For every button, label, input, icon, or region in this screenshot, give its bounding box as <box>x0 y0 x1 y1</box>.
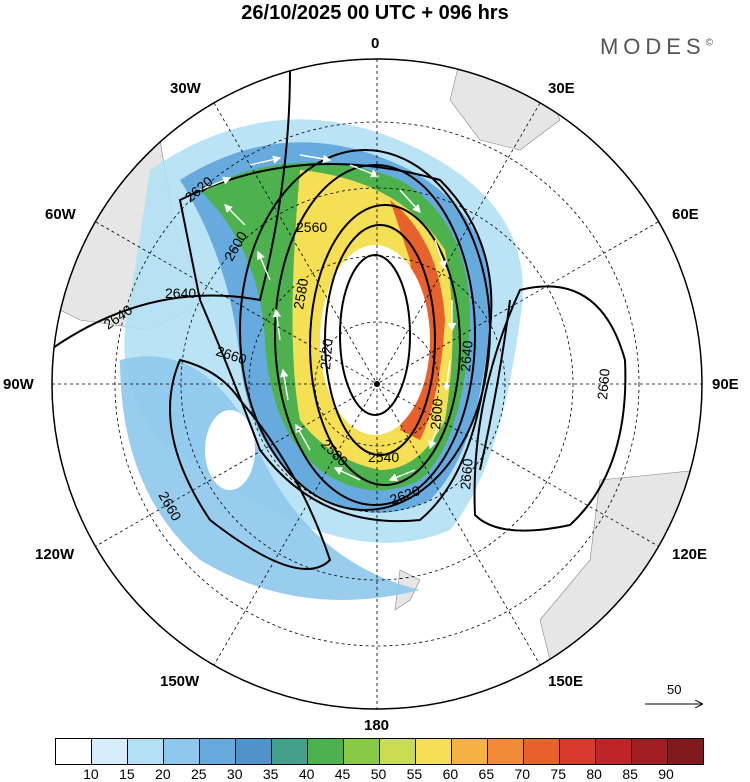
lon-label-120w: 120W <box>35 546 75 563</box>
contour-label: 2660 <box>457 458 476 491</box>
calm-region <box>205 410 255 490</box>
wind-vector <box>199 176 232 191</box>
contour-label: 2520 <box>317 338 336 371</box>
colorbar-tick-label: 75 <box>550 766 567 782</box>
colorbar-tick-label: 55 <box>406 766 423 782</box>
colorbar-tick-label: 25 <box>190 766 207 782</box>
wind-vector <box>249 155 282 166</box>
colorbar-swatch <box>164 739 200 764</box>
wind-vector <box>428 419 441 450</box>
colorbar-swatch <box>56 739 92 764</box>
wind-vector <box>442 359 452 392</box>
wind-vector <box>434 239 447 270</box>
colorbar-tick-label: 60 <box>442 766 459 782</box>
colorbar-swatch <box>416 739 452 764</box>
colorbar-swatch <box>308 739 344 764</box>
lon-label-150w: 150W <box>160 673 200 690</box>
colorbar-tick-label: 40 <box>298 766 315 782</box>
colorbar <box>55 738 704 765</box>
contour-label: 2640 <box>457 340 476 373</box>
wind-vector <box>280 368 289 401</box>
lon-label-90e: 90E <box>712 376 739 393</box>
contour-2520 <box>339 254 411 416</box>
colorbar-tick-label: 45 <box>334 766 351 782</box>
colorbar-swatch <box>668 739 703 764</box>
lon-label-180: 180 <box>364 717 390 734</box>
wind-vector <box>399 189 421 214</box>
wind-vector <box>349 164 380 178</box>
contour-label: 2560 <box>296 219 327 235</box>
wind-vector <box>224 204 246 226</box>
contour-2620 <box>178 163 493 523</box>
wind-vector <box>256 250 271 281</box>
lon-label-150e: 150E <box>548 673 584 690</box>
contour-2660-east <box>473 285 627 532</box>
colorbar-swatch <box>488 739 524 764</box>
contour-label: 2580 <box>290 277 311 311</box>
colorbar-swatch <box>200 739 236 764</box>
colorbar-swatch <box>632 739 668 764</box>
contour-label: 2540 <box>368 449 399 465</box>
colorbar-swatch <box>128 739 164 764</box>
contour-2660-west <box>169 358 332 570</box>
colorbar-tick-label: 90 <box>658 766 674 782</box>
wind-vector <box>333 467 361 481</box>
copyright-mark: © <box>705 37 718 49</box>
map-title: 26/10/2025 00 UTC + 096 hrs <box>241 2 509 24</box>
colorbar-tick-label: 80 <box>586 766 602 782</box>
colorbar-swatch <box>272 739 308 764</box>
lon-label-90w: 90W <box>3 376 34 393</box>
colorbar-tick-label: 20 <box>155 766 171 782</box>
colorbar-tick-label: 30 <box>226 766 243 782</box>
colorbar-swatch <box>596 739 632 764</box>
colorbar-tick-label: 35 <box>262 766 279 782</box>
colorbar-swatch <box>236 739 272 764</box>
colorbar-tick-label: 10 <box>83 766 99 782</box>
lon-label-0: 0 <box>371 35 380 52</box>
contour-2580 <box>274 164 476 506</box>
contour-label: 2640 <box>165 285 196 301</box>
wind-vector <box>272 308 282 341</box>
lon-label-30w: 30W <box>170 80 201 97</box>
reference-vector-arrow <box>645 682 710 712</box>
colorbar-swatch <box>452 739 488 764</box>
colorbar-swatch <box>92 739 128 764</box>
colorbar-tick-label: 70 <box>514 766 531 782</box>
lon-label-120e: 120E <box>672 546 708 563</box>
colorbar-tick-label: 50 <box>370 766 387 782</box>
jet-core-hole <box>320 245 430 435</box>
colorbar-swatch <box>380 739 416 764</box>
brand-logo: MODES© <box>600 34 718 60</box>
colorbar-swatch <box>344 739 380 764</box>
colorbar-swatch <box>524 739 560 764</box>
reference-vector-label: 50 <box>667 682 682 697</box>
contour-label: 2660 <box>594 368 613 401</box>
lon-label-60e: 60E <box>672 206 699 223</box>
colorbar-tick-label: 85 <box>622 766 638 782</box>
lon-label-30e: 30E <box>548 80 575 97</box>
geopotential-contours <box>52 69 627 570</box>
wind-vector <box>388 469 416 482</box>
colorbar-tick-label: 15 <box>119 766 135 782</box>
colorbar-swatch <box>560 739 596 764</box>
contour-label: 2600 <box>427 398 446 431</box>
contour-2540 <box>324 224 436 456</box>
south-pole-marker <box>374 381 380 387</box>
lon-label-60w: 60W <box>45 206 76 223</box>
wind-vectors <box>199 154 457 482</box>
wind-vector <box>299 154 332 163</box>
brand-name: MODES <box>599 34 706 59</box>
colorbar-tick-label: 65 <box>478 766 495 782</box>
wind-shade-lower <box>120 356 420 600</box>
map-boundary <box>51 58 703 710</box>
